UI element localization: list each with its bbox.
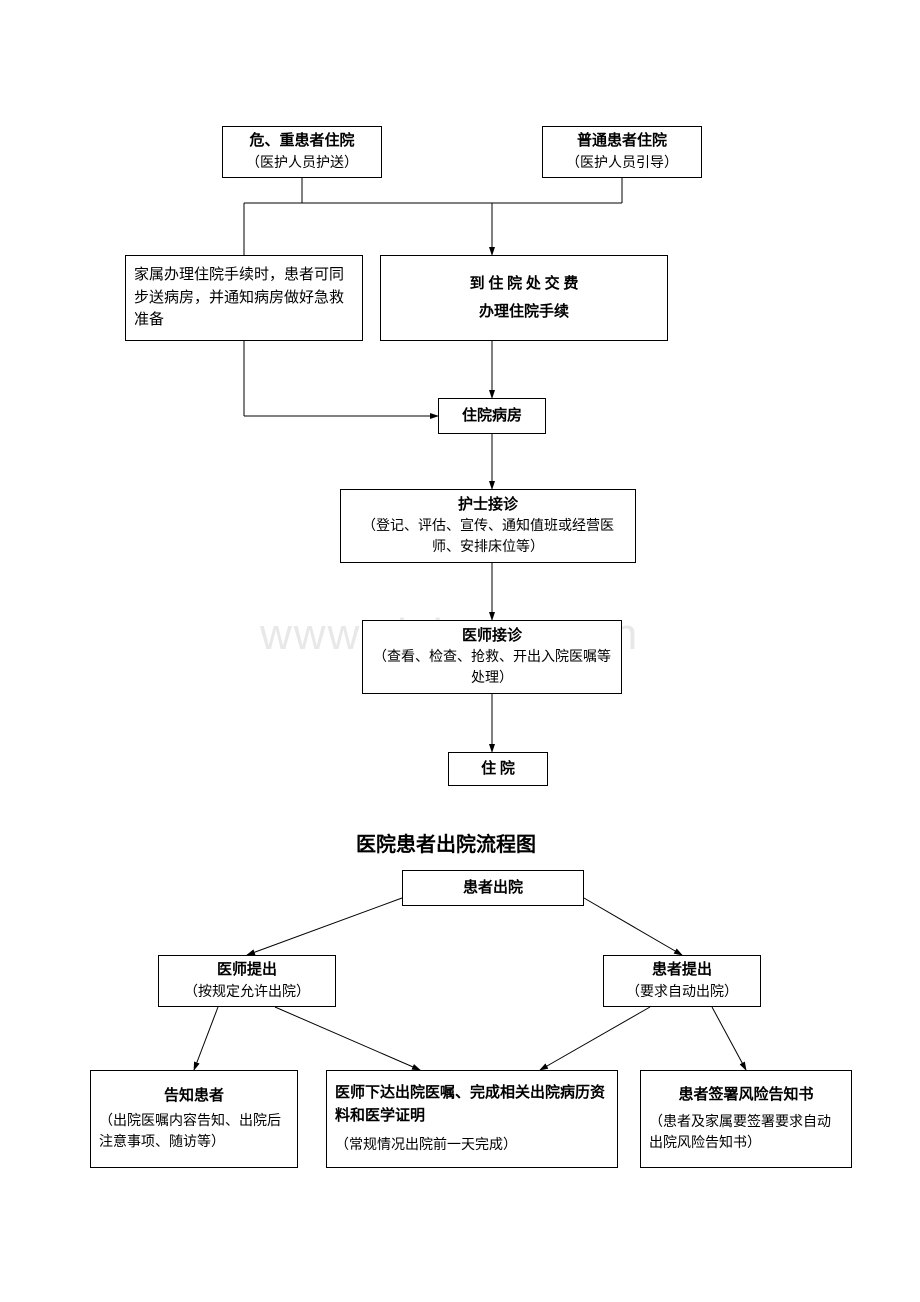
node-inform-patient: 告知患者 （出院医嘱内容告知、出院后注意事项、随访等） [90,1070,298,1168]
node-sub: （按规定允许出院） [184,982,310,1003]
node-critical-patient: 危、重患者住院 （医护人员护送） [222,126,382,178]
node-ward: 住院病房 [438,398,546,434]
node-doctor-proposes: 医师提出 （按规定允许出院） [158,955,336,1007]
node-hospitalization: 住 院 [448,752,548,786]
node-title: 危、重患者住院 [249,130,354,153]
node-patient-discharge: 患者出院 [402,870,584,906]
node-title: 患者签署风险告知书 [678,1084,813,1107]
node-payment: 到 住 院 处 交 费 办理住院手续 [380,255,668,341]
node-title: 患者提出 [652,959,712,982]
node-title: 护士接诊 [458,494,518,517]
node-risk-signature: 患者签署风险告知书 （患者及家属要签署要求自动出院风险告知书） [640,1070,852,1168]
node-family-process: 家属办理住院手续时，患者可同步送病房，并通知病房做好急救准备 [125,255,363,341]
node-sub: 办理住院手续 [479,301,569,324]
node-patient-proposes: 患者提出 （要求自动出院） [603,955,761,1007]
node-title: 住院病房 [462,405,522,428]
node-doctor-order: 医师下达出院医嘱、完成相关出院病历资料和医学证明 （常规情况出院前一天完成） [326,1070,618,1168]
node-doctor-reception: 医师接诊 （查看、检查、抢救、开出入院医嘱等处理） [362,620,622,694]
node-title: 医师提出 [217,959,277,982]
node-nurse-reception: 护士接诊 （登记、评估、宣传、通知值班或经营医师、安排床位等） [340,489,636,563]
node-sub: （出院医嘱内容告知、出院后注意事项、随访等） [99,1111,289,1153]
node-sub: （要求自动出院） [626,982,738,1003]
node-title: 普通患者住院 [577,130,667,153]
node-title: 住 院 [481,758,515,781]
node-title: 到 住 院 处 交 费 [470,273,579,296]
node-title: 医师下达出院医嘱、完成相关出院病历资料和医学证明 [335,1082,609,1127]
node-regular-patient: 普通患者住院 （医护人员引导） [542,126,702,178]
node-sub: （医护人员护送） [246,153,358,174]
node-sub: （常规情况出院前一天完成） [335,1135,517,1156]
node-sub: 家属办理住院手续时，患者可同步送病房，并通知病房做好急救准备 [134,264,354,332]
node-title: 医师接诊 [462,625,522,648]
node-sub: （患者及家属要签署要求自动出院风险告知书） [649,1112,843,1154]
node-title: 患者出院 [463,877,523,900]
node-sub: （医护人员引导） [566,153,678,174]
node-sub: （查看、检查、抢救、开出入院医嘱等处理） [371,647,613,689]
node-title: 告知患者 [164,1085,224,1108]
node-sub: （登记、评估、宣传、通知值班或经营医师、安排床位等） [349,516,627,558]
discharge-flow-title: 医院患者出院流程图 [356,828,536,857]
